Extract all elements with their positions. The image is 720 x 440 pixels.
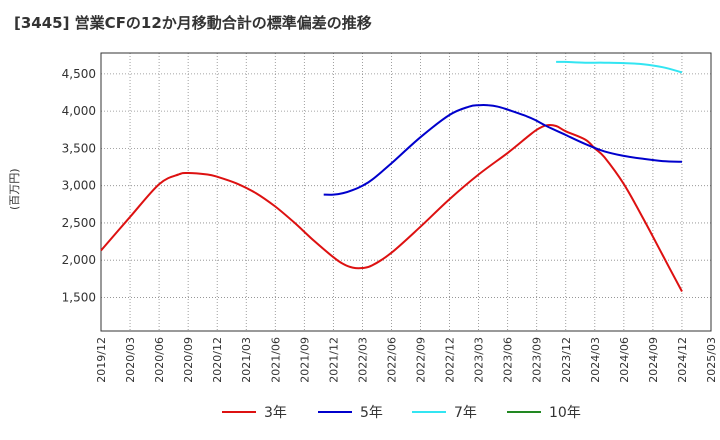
legend-swatch [318, 411, 352, 413]
x-tick-label: 2021/12 [327, 337, 340, 383]
x-tick-label: 2021/03 [240, 337, 253, 383]
x-tick-label: 2020/06 [153, 337, 166, 383]
x-tick-label: 2021/06 [269, 337, 282, 383]
x-tick-label: 2024/09 [647, 337, 660, 383]
y-tick-label: 4,500 [62, 67, 96, 81]
legend-label: 7年 [454, 405, 477, 421]
x-tick-label: 2022/06 [385, 337, 398, 383]
chart-title: [3445] 営業CFの12か月移動合計の標準偏差の推移 [14, 14, 372, 32]
legend-swatch [222, 411, 256, 413]
series-line-5年 [323, 103, 683, 196]
y-tick-label: 2,500 [62, 216, 96, 230]
y-tick-label: 1,500 [62, 290, 96, 304]
x-tick-label: 2023/03 [473, 337, 486, 383]
legend: 3年 5年 7年 10年 [0, 402, 720, 426]
x-tick-label: 2023/09 [531, 337, 544, 383]
legend-item: 5年 [318, 402, 383, 422]
x-tick-label: 2024/03 [589, 337, 602, 383]
series-line-3年 [100, 123, 683, 292]
x-tick-label: 2020/12 [211, 337, 224, 383]
x-tick-label: 2022/12 [444, 337, 457, 383]
legend-swatch [507, 411, 541, 413]
x-tick-label: 2022/09 [415, 337, 428, 383]
legend-label: 3年 [264, 405, 287, 421]
legend-item: 7年 [412, 402, 477, 422]
legend-label: 10年 [549, 405, 581, 421]
x-tick-label: 2024/06 [618, 337, 631, 383]
legend-label: 5年 [360, 405, 383, 421]
legend-item: 10年 [507, 402, 581, 422]
x-tick-label: 2024/12 [676, 337, 689, 383]
x-tick-label: 2022/03 [356, 337, 369, 383]
x-tick-label: 2020/09 [182, 337, 195, 383]
x-tick-label: 2020/03 [124, 337, 137, 383]
series-line-7年 [556, 60, 683, 74]
x-tick-label: 2025/03 [705, 337, 718, 383]
y-tick-label: 4,000 [62, 104, 96, 118]
legend-item: 3年 [222, 402, 287, 422]
x-tick-label: 2023/12 [560, 337, 573, 383]
x-tick-label: 2023/06 [502, 337, 515, 383]
y-tick-label: 3,000 [62, 179, 96, 193]
x-tick-label: 2019/12 [95, 337, 108, 383]
y-tick-label: 3,500 [62, 141, 96, 155]
x-tick-label: 2021/09 [298, 337, 311, 383]
legend-swatch [412, 411, 446, 413]
y-tick-label: 2,000 [62, 253, 96, 267]
plot-frame [100, 52, 712, 332]
